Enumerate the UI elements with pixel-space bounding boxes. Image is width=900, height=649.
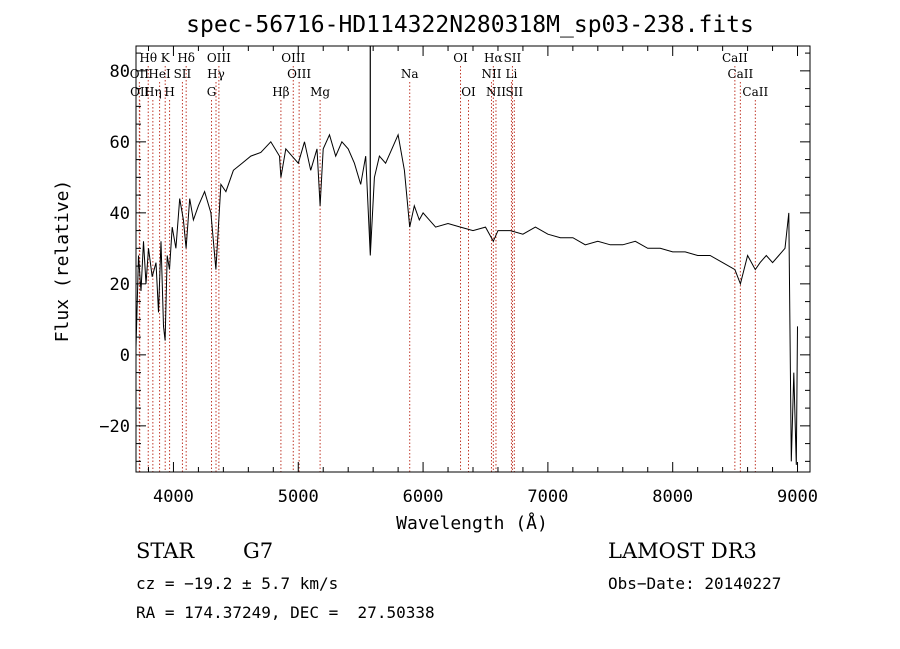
y-tick-label: 20 [110, 275, 130, 295]
line-marker-label: Hη [144, 85, 162, 99]
spectrum-line [135, 133, 798, 465]
line-marker-label: SII [504, 51, 522, 65]
line-marker-label: Hβ [272, 85, 289, 99]
line-marker-label: Mg [310, 85, 330, 99]
line-marker-label: Hθ [139, 51, 157, 65]
line-marker-label: HeI [148, 67, 171, 81]
chart-title: spec-56716-HD114322N280318M_sp03-238.fit… [186, 12, 754, 38]
x-axis-label: Wavelength (Å) [396, 512, 548, 534]
sky-coordinates: RA = 174.37249, DEC = 27.50338 [136, 603, 435, 622]
y-tick-label: 40 [110, 204, 130, 224]
y-tick-label: 80 [110, 62, 130, 82]
emission-line-markers [138, 66, 756, 472]
line-marker-label: NII [481, 67, 501, 81]
redshift-velocity: cz = −19.2 ± 5.7 km/s [136, 574, 339, 593]
line-marker-label: K [161, 51, 171, 65]
line-marker-label: Hγ [207, 67, 225, 81]
x-tick-label: 7000 [527, 487, 568, 507]
line-marker-label: Li [506, 67, 518, 81]
x-tick-label: 4000 [153, 487, 194, 507]
line-marker-label: SII [505, 85, 523, 99]
line-marker-label: CaII [727, 67, 753, 81]
line-marker-label: G [207, 85, 217, 99]
line-marker-label: H [164, 85, 174, 99]
y-axis-label: Flux (relative) [52, 180, 73, 343]
x-tick-label: 6000 [403, 487, 444, 507]
line-marker-label: SII [174, 67, 192, 81]
x-axis-ticks: 4000 5000 6000 7000 8000 9000 [147, 46, 818, 507]
line-marker-label: OII [130, 85, 150, 99]
y-axis-ticks: −20 0 20 40 60 80 [99, 52, 810, 462]
line-marker-label: OI [461, 85, 476, 99]
y-tick-label: 60 [110, 133, 130, 153]
x-tick-label: 5000 [278, 487, 319, 507]
line-marker-label: Hα [484, 51, 503, 65]
line-marker-label: CaII [722, 51, 748, 65]
x-tick-label: 9000 [777, 487, 818, 507]
line-marker-label: NII [486, 85, 506, 99]
line-marker-label: OII [130, 67, 150, 81]
plot-frame [135, 45, 811, 473]
line-marker-label: Na [401, 67, 419, 81]
y-tick-label: 0 [120, 346, 130, 366]
line-marker-label: Hδ [177, 51, 195, 65]
line-marker-label: OIII [207, 51, 231, 65]
object-subclass: G7 [243, 539, 274, 563]
line-marker-label: CaII [742, 85, 768, 99]
observation-date: Obs−Date: 20140227 [608, 574, 782, 593]
survey-name: LAMOST DR3 [608, 539, 757, 563]
x-tick-label: 8000 [652, 487, 693, 507]
y-tick-label: −20 [99, 417, 130, 437]
line-marker-label: OI [453, 51, 468, 65]
object-class: STAR [136, 539, 195, 563]
line-marker-label: OIII [281, 51, 305, 65]
line-marker-label: OIII [287, 67, 311, 81]
